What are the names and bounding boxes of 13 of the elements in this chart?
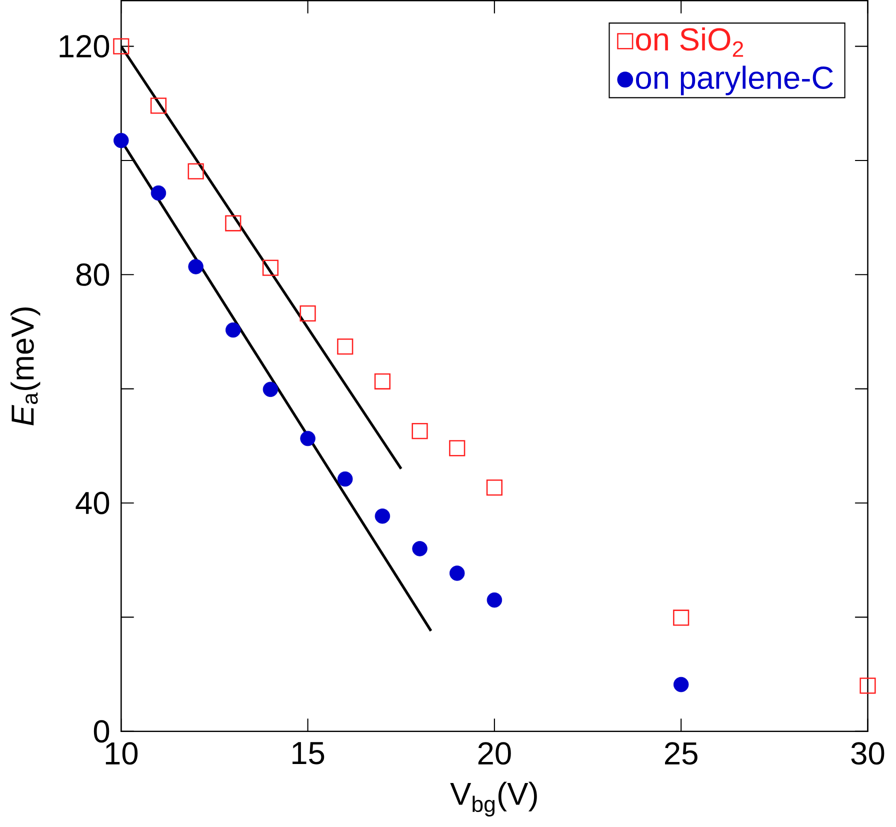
legend-label: on SiO$_{2}$ (636, 27, 744, 57)
x-tick-label: 10 (106, 742, 138, 765)
legend-label: on parylene-C (636, 66, 833, 96)
y-axis-title: E$_{a}$(meV) (10, 308, 40, 426)
y-tick-label: 0 (94, 720, 110, 743)
x-axis-title: V$_{bg}$(V) (450, 782, 537, 816)
y-tick-label: 80 (76, 263, 110, 286)
x-tick-label: 25 (665, 742, 698, 765)
x-tick-label: 20 (478, 742, 511, 765)
x-tick-label: 30 (851, 742, 884, 765)
x-tick-label: 15 (292, 742, 324, 764)
y-tick-label: 40 (76, 492, 110, 514)
y-tick-label: 120 (60, 35, 110, 58)
